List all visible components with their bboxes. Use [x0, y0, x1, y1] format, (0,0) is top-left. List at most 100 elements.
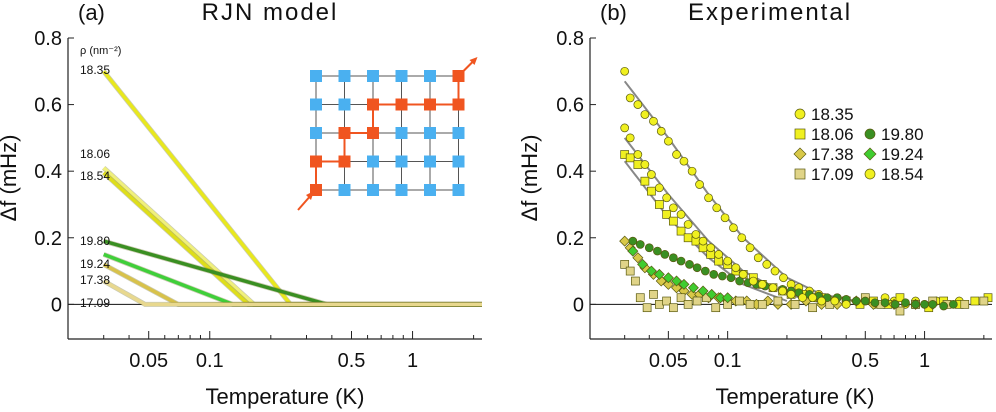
- panel-b-data-point: [808, 303, 817, 313]
- panel-b-data-point: [633, 100, 643, 109]
- panel-b-data-point: [660, 250, 670, 259]
- panel-b-y-tick-label: 0.4: [556, 161, 584, 183]
- panel-b-data-point: [720, 213, 730, 223]
- panel-b-data-point: [640, 176, 650, 186]
- panel-b-data-point: [860, 296, 870, 306]
- panel-b-data-point: [640, 160, 650, 169]
- panel-a-inset-lattice: [297, 57, 478, 211]
- panel-b-data-point: [757, 280, 767, 289]
- panel-b-data-point: [970, 296, 980, 306]
- panel-b-data-point: [625, 93, 635, 103]
- panel-b-data-point: [890, 300, 900, 309]
- lattice-site: [310, 127, 322, 139]
- panel-b-legend-marker: [794, 128, 806, 140]
- panel-a-y-tick-label: 0.8: [34, 28, 62, 50]
- panel-b-legend-label: 19.24: [881, 145, 924, 164]
- panel-b-data-point: [738, 270, 748, 279]
- panel-b-data-point: [798, 293, 807, 303]
- panel-b-data-point: [928, 300, 938, 309]
- panel-b-data-point: [631, 276, 640, 286]
- panel-b-y-tick-label: 0.2: [556, 228, 584, 250]
- panel-b-data-point: [979, 296, 989, 306]
- panel-b-data-point: [895, 306, 905, 316]
- lattice-arrow-out-head: [469, 57, 478, 65]
- lattice-site: [424, 184, 436, 196]
- panel-b-x-tick-label: 1: [919, 350, 930, 372]
- panel-b-data-point: [620, 66, 630, 76]
- panel-b-data-point: [697, 285, 709, 297]
- lattice-site: [367, 98, 379, 111]
- panel-b: (b) Experimental Δf (mHz) Temperature (K…: [517, 0, 993, 409]
- lattice-site: [395, 155, 408, 168]
- panel-a-x-tick-label: 0.5: [338, 350, 366, 372]
- panel-b-x-axis-label: Temperature (K): [716, 384, 875, 409]
- panel-b-data-point: [678, 278, 690, 290]
- panel-a-y-tick-label: 0.6: [34, 95, 62, 117]
- lattice-site: [424, 127, 436, 139]
- panel-b-data-point: [620, 260, 630, 269]
- lattice-site: [367, 155, 379, 168]
- lattice-site: [338, 98, 351, 111]
- panel-b-data-point: [841, 300, 851, 309]
- panel-b-data-point: [709, 270, 719, 279]
- panel-b-legend-label: 18.06: [811, 125, 854, 144]
- panel-b-data-point: [635, 240, 645, 249]
- panel-b-data-point: [662, 278, 674, 290]
- lattice-site: [424, 155, 436, 168]
- panel-b-label: (b): [600, 0, 627, 25]
- panel-a-series-label: 18.54: [80, 169, 110, 183]
- panel-b-data-point: [676, 210, 686, 219]
- panel-b-data-point: [662, 210, 671, 219]
- panel-b-legend-label: 18.35: [811, 105, 854, 124]
- lattice-site: [395, 184, 408, 196]
- panel-b-data-point: [676, 256, 686, 266]
- panel-b-legend-marker: [864, 128, 876, 140]
- panel-b-data-point: [895, 293, 905, 303]
- panel-b-data-point: [644, 243, 654, 253]
- panel-a-title: RJN model: [202, 0, 339, 26]
- panel-b-data-point: [731, 263, 741, 273]
- panel-b-data-point: [635, 293, 645, 303]
- lattice-site: [338, 184, 351, 196]
- panel-b-data-point: [753, 253, 763, 263]
- panel-b-data-point: [745, 300, 755, 309]
- panel-b-legend-marker: [863, 147, 877, 161]
- panel-b-data-point: [711, 303, 721, 313]
- panel-b-data-point: [911, 300, 920, 309]
- lattice-arrow-in-head: [306, 191, 314, 200]
- panel-a-series-label: 17.38: [80, 273, 110, 287]
- panel-b-data-point: [779, 273, 788, 283]
- panel-b-data-point: [683, 300, 693, 309]
- panel-b-legend-label: 17.09: [811, 165, 854, 184]
- lattice-site: [310, 70, 322, 82]
- panel-b-data-point: [729, 223, 738, 233]
- panel-b-data-point: [685, 260, 694, 269]
- panel-b-data-point: [671, 282, 683, 294]
- panel-b-data-point: [619, 235, 631, 247]
- panel-b-data-point: [692, 296, 702, 306]
- panel-b-data-point: [901, 298, 910, 308]
- panel-b-y-tick-label: 0.8: [556, 28, 584, 50]
- panel-b-data-point: [633, 150, 643, 159]
- panel-b-data-point: [757, 300, 767, 309]
- panel-b-data-point: [960, 300, 970, 309]
- panel-a-series-label: 19.24: [80, 257, 110, 271]
- panel-b-data-point: [786, 290, 796, 299]
- lattice-site: [395, 98, 408, 111]
- panel-b-data-point: [671, 275, 683, 287]
- panel-b-data-point: [676, 293, 686, 303]
- panel-b-data-point: [668, 203, 678, 213]
- lattice-site: [452, 127, 465, 139]
- panel-b-data-point: [948, 300, 958, 309]
- panel-b-data-point: [662, 193, 671, 203]
- panel-b-data-point: [723, 256, 732, 266]
- panel-a-y-axis-label: Δf (mHz): [0, 135, 21, 222]
- panel-a-x-tick-label: 1: [407, 350, 418, 372]
- panel-b-data-point: [704, 193, 713, 203]
- panel-b-data-point: [683, 220, 693, 229]
- panel-b-data-point: [642, 303, 652, 313]
- panel-a-y-tick-label: 0.2: [34, 228, 62, 250]
- panel-a-x-axis-label: Temperature (K): [206, 384, 365, 409]
- lattice-site: [310, 98, 322, 111]
